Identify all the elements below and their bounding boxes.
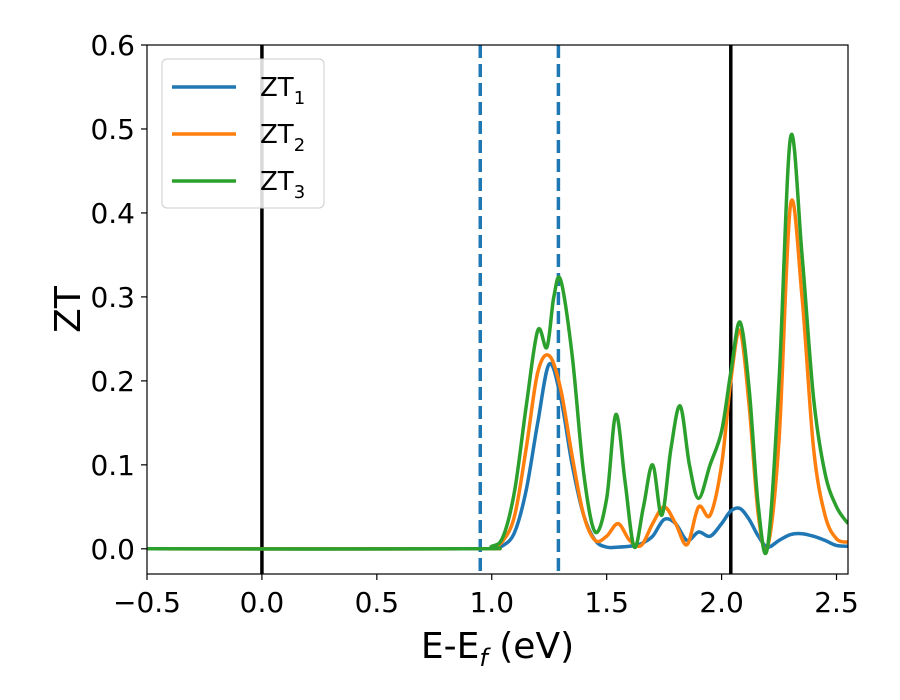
vertical-reference-lines [260,45,733,574]
y-tick-label: 0.3 [90,281,135,314]
y-tick-label: 0.1 [90,449,135,482]
x-tick-label: −0.5 [113,586,181,619]
series-line-zt2 [147,198,848,553]
x-axis-label-main: E-E [421,626,479,667]
y-tick-label: 0.5 [90,113,135,146]
legend: ZT1 ZT2 ZT3 [161,58,325,209]
legend-label-zt2: ZT2 [260,120,305,156]
y-axis-ticks: 0.0 0.1 0.2 0.3 0.4 0.5 0.6 [90,29,147,566]
x-axis-ticks: −0.5 0.0 0.5 1.0 1.5 2.0 2.5 [113,574,859,619]
x-tick-label: 2.0 [699,586,744,619]
y-tick-label: 0.4 [90,197,135,230]
x-tick-label: 0.0 [240,586,285,619]
legend-box [161,58,325,209]
series-line-zt3 [147,132,848,556]
y-axis-label: ZT [48,285,89,333]
x-axis-label-unit: (eV) [488,626,574,667]
y-tick-label: 0.6 [90,29,135,62]
x-axis-label: E-Ef (eV) [421,626,574,672]
x-tick-label: 0.5 [355,586,400,619]
y-tick-label: 0.0 [90,533,135,566]
series-line-zt1 [147,361,848,551]
x-tick-label: 1.5 [584,586,629,619]
x-tick-label: 2.5 [814,586,859,619]
legend-label-zt3: ZT3 [260,167,305,203]
legend-label-zt1: ZT1 [260,73,305,109]
x-tick-label: 1.0 [469,586,514,619]
plot-frame [146,44,849,575]
y-tick-label: 0.2 [90,365,135,398]
series-layer [147,132,848,556]
